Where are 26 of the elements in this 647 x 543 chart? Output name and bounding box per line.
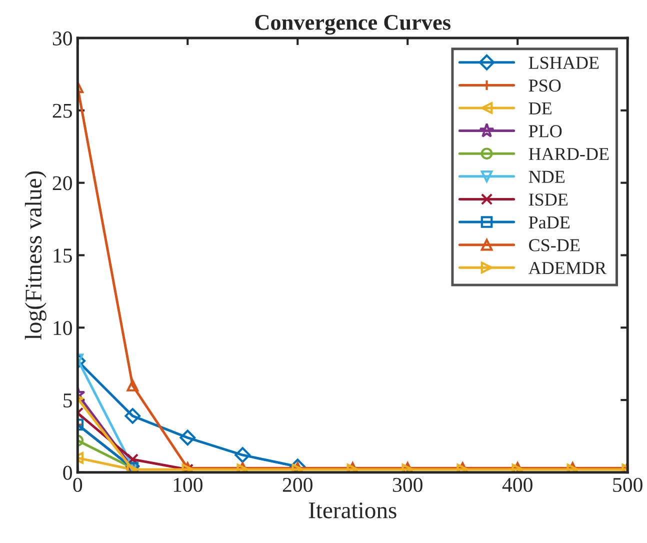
y-tick-label: 10 bbox=[54, 320, 72, 336]
x-tick-label: 0 bbox=[73, 478, 82, 492]
x-tick-label: 500 bbox=[613, 478, 642, 492]
legend-label: HARD-DE bbox=[528, 148, 609, 160]
legend-label: LSHADE bbox=[528, 56, 599, 69]
x-tick-label: 300 bbox=[392, 478, 422, 492]
legend-label: CS-DE bbox=[529, 239, 580, 252]
y-tick-label: 20 bbox=[52, 176, 72, 190]
y-tick-label: 25 bbox=[52, 104, 72, 118]
x-axis-title: Iterations bbox=[308, 502, 396, 518]
legend-label: PaDE bbox=[528, 216, 570, 229]
chart-title: Convergence Curves bbox=[255, 14, 450, 35]
y-tick-label: 15 bbox=[54, 248, 72, 263]
y-axis-title: log(Fitness value) bbox=[24, 171, 46, 340]
y-tick-label: 5 bbox=[64, 394, 72, 408]
legend-label: ADEMDR bbox=[528, 262, 607, 274]
y-tick-label: 30 bbox=[52, 31, 72, 46]
x-tick-label: 200 bbox=[282, 478, 312, 492]
legend-label: PSO bbox=[528, 80, 561, 92]
legend-label: NDE bbox=[528, 170, 564, 183]
legend-label: DE bbox=[528, 102, 552, 114]
legend-label: ISDE bbox=[528, 194, 568, 206]
y-tick-label: 0 bbox=[63, 466, 72, 480]
x-tick-label: 400 bbox=[502, 478, 532, 492]
x-tick-label: 100 bbox=[174, 478, 202, 492]
legend-label: PLO bbox=[528, 125, 562, 138]
